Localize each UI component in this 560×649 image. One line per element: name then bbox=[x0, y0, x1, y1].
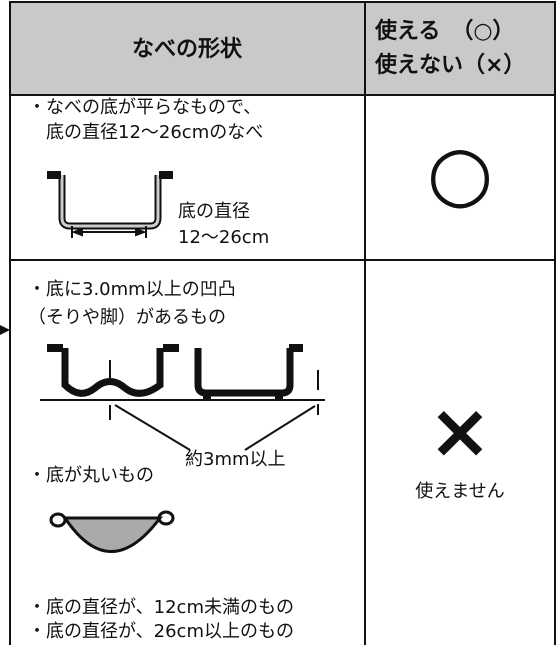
unusable-mark: × bbox=[428, 386, 492, 475]
figure-label: 約3mm以上 bbox=[185, 449, 286, 470]
figure-label: 12〜26cm bbox=[178, 227, 269, 248]
usable-mark: ○ bbox=[427, 128, 493, 217]
uneven-pots bbox=[40, 344, 325, 451]
figure-label: 底の直径 bbox=[178, 201, 250, 222]
row-text: ・底の直径が、12cm未満のもの bbox=[28, 597, 294, 618]
row-text: （そりや脚）があるもの bbox=[28, 307, 226, 328]
header-usable: 使える （○） bbox=[374, 19, 515, 44]
round-pot bbox=[49, 510, 175, 553]
row-text: 底の直径12〜26cmのなべ bbox=[46, 122, 263, 143]
row-text: ・底の直径が、26cm以上のもの bbox=[28, 621, 294, 642]
table-border bbox=[9, 1, 556, 645]
side-arrow bbox=[0, 325, 10, 335]
header-shape: なべの形状 bbox=[132, 37, 243, 62]
flat-pot bbox=[47, 171, 173, 238]
note: 使えません bbox=[415, 481, 504, 502]
row-text: ・なべの底が平らなもので、 bbox=[28, 97, 261, 118]
row-text: ・底に3.0mm以上の凹凸 bbox=[28, 279, 236, 300]
header-unusable: 使えない（×） bbox=[374, 53, 525, 78]
header-bg bbox=[10, 2, 555, 95]
row-text: ・底が丸いもの bbox=[28, 465, 154, 486]
